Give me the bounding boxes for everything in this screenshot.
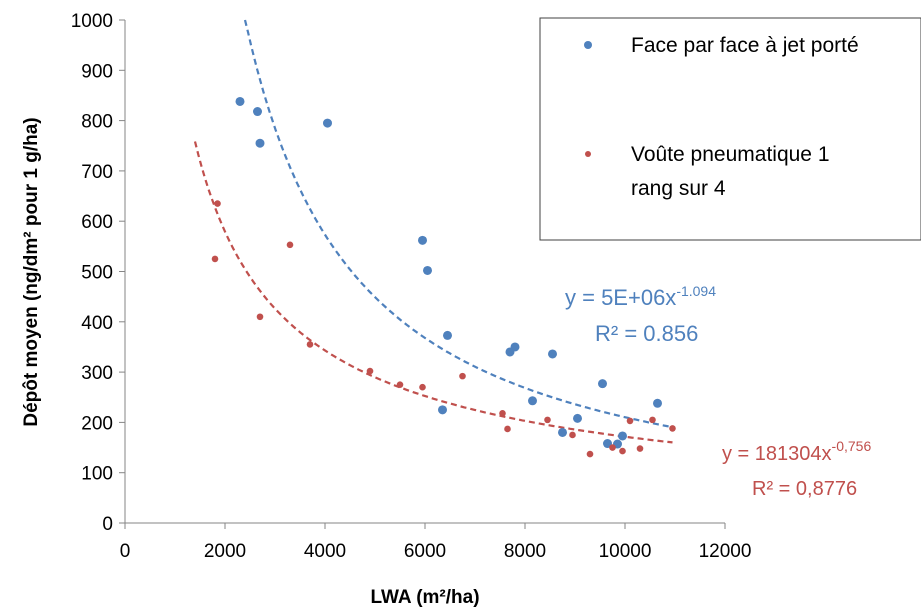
legend-marker-series-1	[584, 41, 592, 49]
y-tick-label: 500	[81, 263, 113, 284]
x-tick-label: 12000	[699, 541, 752, 562]
legend-marker-series-2	[585, 151, 591, 157]
y-tick-label: 1000	[71, 11, 113, 32]
point-series-2	[419, 383, 426, 391]
point-series-2	[459, 372, 466, 380]
point-series-1	[423, 265, 432, 275]
point-series-1	[573, 413, 582, 423]
point-series-2	[366, 367, 374, 375]
y-tick-label: 200	[81, 413, 113, 434]
y-axis-title: Dépôt moyen (ng/dm² pour 1 g/ha)	[21, 117, 42, 426]
legend: Face par face à jet porté Voûte pneumati…	[539, 17, 921, 241]
r2-series-1: R² = 0.856	[595, 321, 698, 346]
trendlines	[193, 19, 673, 444]
point-series-1	[653, 398, 662, 408]
point-series-1	[443, 330, 452, 340]
point-series-2	[609, 444, 616, 451]
y-tick-label: 700	[81, 162, 113, 183]
point-series-2	[669, 425, 676, 432]
point-series-2	[214, 200, 221, 207]
x-tick-label: 2000	[204, 541, 246, 562]
point-series-1	[528, 396, 537, 406]
data-points	[211, 96, 676, 458]
point-series-1	[323, 118, 332, 128]
point-series-2	[306, 341, 314, 348]
point-series-2	[544, 416, 551, 424]
equation-series-1: y = 5E+06x	[565, 285, 676, 310]
x-tick-label: 4000	[304, 541, 346, 562]
point-series-2	[626, 417, 634, 425]
point-series-2	[586, 450, 594, 458]
r2-series-2: R² = 0,8776	[752, 478, 857, 500]
point-series-2	[499, 410, 506, 417]
x-ticks: 0 2000 4000 6000 8000 10000 12000	[120, 523, 752, 562]
point-series-1	[253, 107, 262, 117]
point-series-1	[618, 431, 627, 441]
point-series-2	[619, 447, 626, 455]
svg-text:y = 181304x-0,756: y = 181304x-0,756	[722, 438, 871, 465]
point-series-1	[598, 379, 607, 389]
trendline-label-series-2: y = 181304x-0,756 R² = 0,8776	[722, 438, 871, 500]
svg-text:y = 5E+06x-1.094: y = 5E+06x-1.094	[565, 283, 716, 310]
point-series-1	[235, 96, 245, 106]
x-axis-title: LWA (m²/ha)	[370, 587, 479, 608]
legend-label-series-2-line-2: rang sur 4	[631, 177, 726, 200]
y-tick-label: 0	[102, 514, 113, 535]
point-series-1	[438, 405, 447, 415]
point-series-2	[504, 425, 511, 433]
legend-label-series-1: Face par face à jet porté	[631, 34, 859, 57]
y-tick-label: 100	[81, 464, 113, 485]
y-tick-label: 900	[81, 61, 113, 82]
point-series-2	[649, 416, 656, 424]
x-tick-label: 8000	[504, 541, 546, 562]
legend-label-series-2-line-1: Voûte pneumatique 1	[631, 143, 830, 166]
point-series-2	[256, 313, 264, 321]
x-tick-label: 0	[120, 541, 131, 562]
point-series-2	[636, 445, 644, 452]
point-series-1	[510, 342, 520, 352]
equation-exponent-series-2: -0,756	[832, 438, 872, 454]
point-series-1	[548, 349, 557, 359]
point-series-1	[255, 138, 265, 148]
y-tick-label: 600	[81, 212, 113, 233]
y-ticks: 0 100 200 300 400 500 600 700 800 900 1000	[71, 11, 125, 535]
y-tick-label: 300	[81, 363, 113, 384]
y-tick-label: 400	[81, 313, 113, 334]
point-series-2	[211, 255, 219, 263]
y-tick-label: 800	[81, 112, 113, 133]
equation-series-2: y = 181304x	[722, 443, 832, 465]
legend-box	[539, 17, 921, 241]
trendline-label-series-1: y = 5E+06x-1.094 R² = 0.856	[565, 283, 716, 346]
x-tick-label: 10000	[599, 541, 652, 562]
point-series-2	[569, 431, 576, 439]
point-series-2	[286, 241, 294, 249]
point-series-2	[396, 381, 404, 388]
trendline-series-1	[243, 19, 673, 429]
point-series-1	[418, 235, 427, 245]
point-series-1	[558, 427, 567, 437]
x-tick-label: 6000	[404, 541, 446, 562]
trendline-series-2	[193, 141, 673, 444]
equation-exponent-series-1: -1.094	[676, 283, 716, 299]
